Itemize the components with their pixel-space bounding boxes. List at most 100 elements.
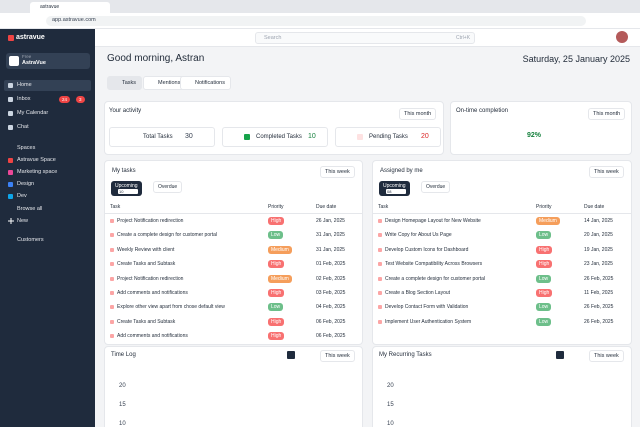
column-header: Task — [110, 204, 121, 210]
task-name[interactable]: Create a Blog Section Layout — [385, 290, 451, 296]
y-tick-label: 15 — [387, 402, 394, 408]
priority: High — [536, 289, 553, 297]
filter-tab[interactable]: Overdue — [421, 181, 451, 193]
space-icon — [8, 170, 13, 175]
stat-box — [109, 127, 215, 147]
priority: High — [268, 289, 285, 297]
period-dropdown[interactable]: This week — [589, 166, 624, 178]
priority: Low — [536, 231, 552, 240]
nav-item[interactable]: My Calendar — [17, 110, 49, 116]
new-button[interactable]: New — [17, 218, 29, 224]
customers[interactable]: Customers — [17, 237, 44, 243]
task-name[interactable]: Explore other view apart from chose defa… — [117, 304, 225, 311]
due-date: 04 Feb, 2025 — [316, 304, 346, 311]
due-date: 19 Jan, 2025 — [584, 246, 613, 253]
task-name[interactable]: Create Tasks and Subtask — [117, 318, 176, 325]
workspace: AstraVue — [22, 60, 46, 66]
task-name[interactable]: Add comments and notifications — [117, 290, 188, 296]
nav-icon — [8, 111, 13, 116]
greeting: Good morning, Astran — [107, 53, 205, 64]
period-dropdown[interactable]: This week — [589, 350, 624, 362]
browse-all[interactable]: Browse all — [17, 206, 43, 212]
plus-icon — [8, 218, 14, 224]
due-date: 23 Jan, 2025 — [584, 261, 613, 268]
card-title: Time Log — [111, 352, 136, 358]
filter-tab[interactable]: Upcoming 10 — [111, 181, 142, 196]
nav-item[interactable]: Home — [17, 82, 32, 88]
space-icon — [8, 194, 13, 199]
space-item[interactable]: Marketing space — [17, 169, 58, 175]
task-name[interactable]: Create a complete design for customer po… — [385, 275, 486, 282]
task-icon — [378, 305, 382, 310]
priority: High — [268, 317, 285, 326]
search-placeholder: Search — [264, 35, 282, 41]
due-date: 26 Feb, 2025 — [584, 318, 614, 325]
task-name[interactable]: Create Tasks and Subtask — [117, 261, 176, 268]
task-name[interactable]: Weekly Review with client — [117, 246, 175, 253]
column-header: Due date — [584, 204, 605, 210]
task-icon — [110, 334, 114, 339]
avatar[interactable] — [616, 31, 628, 43]
nav-badge: 24 — [59, 96, 71, 103]
column-header: Priority — [268, 204, 284, 210]
task-name[interactable]: Develop Custom Icons for Dashboard — [385, 246, 469, 253]
filter-tab[interactable]: Overdue — [153, 181, 183, 193]
task-icon — [110, 291, 114, 295]
task-name[interactable]: Project Notification redirection — [117, 275, 184, 282]
nav-item[interactable]: Chat — [17, 124, 29, 130]
space-item[interactable]: Design — [17, 181, 35, 187]
due-date: 02 Feb, 2025 — [316, 275, 346, 282]
filter-tab[interactable]: Upcoming 08 — [379, 181, 410, 196]
card-title: Assigned by me — [380, 168, 423, 174]
search-box[interactable] — [255, 32, 475, 44]
space-item[interactable]: Dev — [17, 193, 27, 199]
nav-icon — [8, 83, 13, 88]
priority: Low — [536, 303, 552, 312]
period-dropdown[interactable]: This week — [320, 166, 355, 178]
y-tick-label: 10 — [119, 421, 126, 427]
chart-card — [104, 346, 363, 427]
priority: High — [268, 217, 285, 225]
task-card — [104, 160, 363, 345]
task-icon — [110, 262, 114, 267]
url: app.astravue.com — [52, 17, 96, 23]
stat-value: 30 — [185, 133, 193, 140]
sidebar — [0, 29, 95, 427]
task-name[interactable]: Test Website Compatibility Across Browse… — [385, 261, 483, 268]
tab-bar — [0, 0, 640, 13]
divider — [372, 213, 632, 214]
task-name[interactable]: Project Notification redirection — [117, 218, 184, 224]
due-date: 20 Jan, 2025 — [584, 232, 613, 239]
task-name[interactable]: Create a complete design for customer po… — [117, 232, 218, 239]
nav-item[interactable]: Inbox — [17, 96, 31, 102]
task-card — [372, 160, 632, 345]
task-name[interactable]: Develop Contact Form with Validation — [385, 304, 469, 311]
priority: Medium — [268, 245, 292, 254]
spaces-title: Spaces — [17, 145, 36, 151]
space-icon — [8, 158, 13, 163]
search-shortcut: Ctrl+K — [456, 35, 471, 41]
y-tick-label: 20 — [387, 383, 394, 389]
due-date: 31 Jan, 2025 — [316, 232, 345, 239]
task-name[interactable]: Write Copy for About Us Page — [385, 232, 452, 239]
task-icon — [110, 219, 114, 223]
column-header: Task — [378, 204, 389, 210]
task-name[interactable]: Implement User Authentication System — [385, 318, 472, 325]
url-field[interactable] — [46, 16, 586, 26]
header-tab[interactable]: Tasks — [107, 76, 143, 90]
space-item[interactable]: Astravue Space — [17, 157, 56, 163]
priority: High — [268, 332, 285, 341]
period-dropdown[interactable]: This month — [588, 108, 626, 120]
workspace-box[interactable] — [6, 53, 90, 69]
column-header: Due date — [316, 204, 337, 210]
task-name[interactable]: Add comments and notifications — [117, 333, 188, 340]
browser-tab[interactable] — [30, 2, 110, 13]
period-dropdown[interactable]: This month — [399, 108, 437, 120]
date: Saturday, 25 January 2025 — [522, 54, 630, 64]
y-tick-label: 20 — [119, 383, 126, 389]
stat-label: Completed Tasks — [256, 134, 302, 140]
task-name[interactable]: Design Homepage Layout for New Website — [385, 218, 481, 224]
header-tab[interactable]: Notifications — [180, 76, 231, 90]
period-dropdown[interactable]: This week — [320, 350, 355, 362]
